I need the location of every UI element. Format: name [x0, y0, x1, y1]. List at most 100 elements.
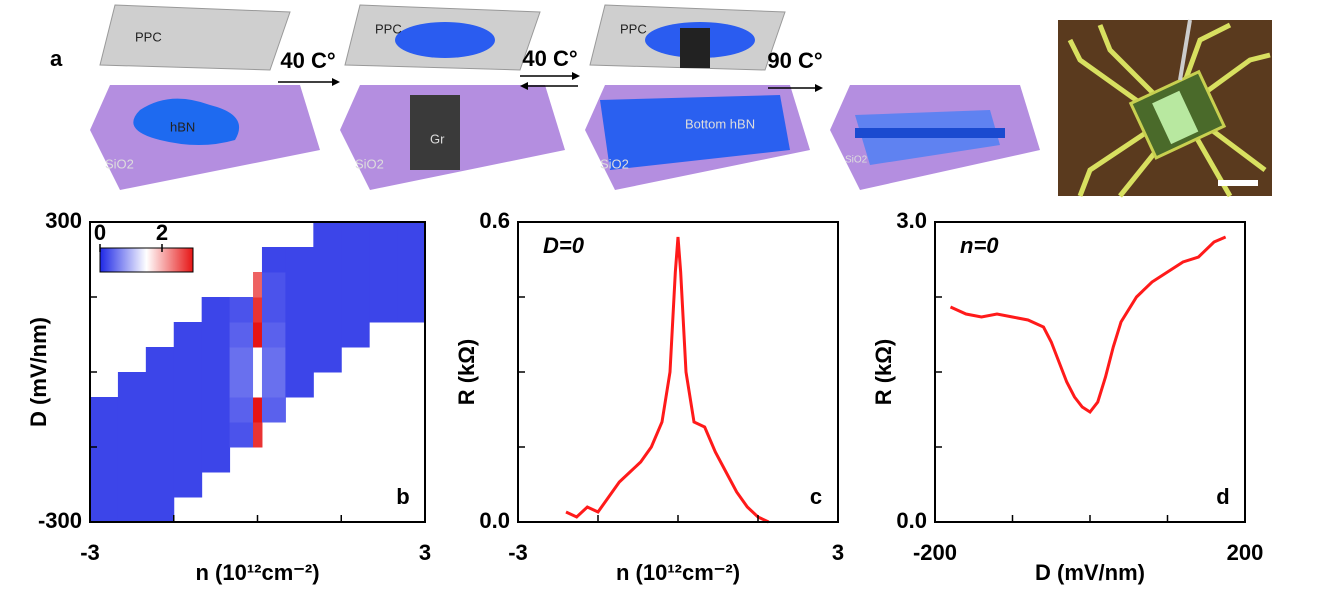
y-tick-label: -300 [38, 508, 82, 533]
heatmap-cell [369, 222, 397, 248]
heatmap-cell [202, 322, 230, 348]
arrow-head [332, 78, 340, 86]
heatmap-cell [397, 272, 425, 298]
heatmap-cell [313, 297, 341, 323]
heatmap-cell [146, 447, 174, 473]
heatmap-cell [202, 372, 230, 398]
heatmap-cell [253, 422, 262, 448]
heatmap-cell [262, 297, 286, 323]
flake-label: Bottom hBN [685, 116, 755, 131]
substrate-label: SiO2 [845, 155, 868, 166]
heatmap-cell [262, 372, 286, 398]
heatmap-cell [174, 322, 202, 348]
heatmap-cell [285, 272, 313, 298]
panel-label: c [810, 484, 822, 509]
heatmap-cell [397, 297, 425, 323]
heatmap-cell [230, 372, 254, 398]
heatmap-cell [397, 222, 425, 248]
heatmap-cell [313, 322, 341, 348]
y-tick-label: 0.0 [896, 508, 927, 533]
ppc-label: PPC [135, 29, 162, 44]
colorbar-label: 0 [94, 220, 106, 245]
step-label: 90 C° [767, 48, 822, 73]
scale-bar [1218, 180, 1258, 186]
heatmap-cell [285, 247, 313, 273]
heatmap-cell [313, 247, 341, 273]
substrate-label: SiO2 [355, 156, 384, 171]
axes-frame [935, 222, 1245, 522]
heatmap-cell [174, 422, 202, 448]
heatmap-cell [262, 347, 286, 373]
x-axis-label: n (10¹²cm⁻²) [195, 560, 319, 585]
heatmap-cell [174, 472, 202, 498]
y-tick-label: 0.0 [479, 508, 510, 533]
panel-label: b [396, 484, 409, 509]
x-tick-label: 200 [1227, 540, 1264, 565]
heatmap-cell [253, 347, 262, 373]
heatmap-cell [253, 397, 262, 423]
graphene [680, 28, 710, 68]
heatmap-cell [118, 422, 146, 448]
panel-label: d [1216, 484, 1229, 509]
heatmap-cell [262, 272, 286, 298]
y-tick-label: 3.0 [896, 208, 927, 233]
axes-frame [518, 222, 838, 522]
heatmap-cell [253, 297, 262, 323]
y-tick-label: 300 [45, 208, 82, 233]
figure: a 40 C° 40 C° 90 C° PPC PPC PPC hBN [0, 0, 1322, 592]
heatmap-cell [262, 322, 286, 348]
heatmap-cell [341, 272, 369, 298]
heatmap-cell [174, 347, 202, 373]
panel-a: a 40 C° 40 C° 90 C° PPC PPC PPC hBN [50, 5, 1272, 196]
arrow-head [572, 72, 580, 80]
heatmap-cell [341, 297, 369, 323]
arrow-head [815, 84, 823, 92]
annotation: D=0 [543, 233, 585, 258]
flake [395, 22, 495, 58]
heatmap-cell [369, 247, 397, 273]
substrate-label: SiO2 [105, 156, 134, 171]
ppc-label: PPC [375, 21, 402, 36]
step-label: 40 C° [522, 46, 577, 71]
ppc-label: PPC [620, 21, 647, 36]
heatmap-cell [146, 472, 174, 498]
heatmap-cell [118, 472, 146, 498]
flake-label: Gr [430, 131, 445, 146]
heatmap-cell [262, 397, 286, 423]
heatmap-cell [230, 347, 254, 373]
ppc-slide [100, 5, 290, 70]
heatmap-cell [202, 422, 230, 448]
x-axis-label: n (10¹²cm⁻²) [616, 560, 740, 585]
heatmap-cell [90, 397, 118, 423]
heatmap-cell [313, 272, 341, 298]
heatmap-cell [90, 497, 118, 523]
heatmap-cell [369, 272, 397, 298]
heatmap-cell [253, 272, 262, 298]
heatmap-cell [230, 322, 254, 348]
heatmap-cell [253, 372, 262, 398]
colorbar-label: 2 [156, 220, 168, 245]
line [951, 237, 1226, 412]
heatmap-cell [313, 222, 341, 248]
heatmap-cell [397, 247, 425, 273]
heatmap-cell [146, 347, 174, 373]
heatmap-cell [285, 322, 313, 348]
heatmap-cell [285, 297, 313, 323]
heatmap-cell [369, 297, 397, 323]
x-tick-label: 3 [419, 540, 431, 565]
heatmap-cell [230, 297, 254, 323]
substrate-label: SiO2 [600, 156, 629, 171]
x-tick-label: -3 [80, 540, 100, 565]
heatmap-cell [230, 397, 254, 423]
heatmap-cell [202, 347, 230, 373]
heatmap-cell [313, 347, 341, 373]
heatmap-cell [341, 222, 369, 248]
heatmap-cell [202, 297, 230, 323]
annotation: n=0 [960, 233, 999, 258]
heatmap-cell [90, 422, 118, 448]
heatmap-cell [253, 322, 262, 348]
y-tick-label: 0.6 [479, 208, 510, 233]
flake-label: hBN [170, 119, 195, 134]
heatmap-cell [262, 247, 286, 273]
heatmap-cell [118, 397, 146, 423]
